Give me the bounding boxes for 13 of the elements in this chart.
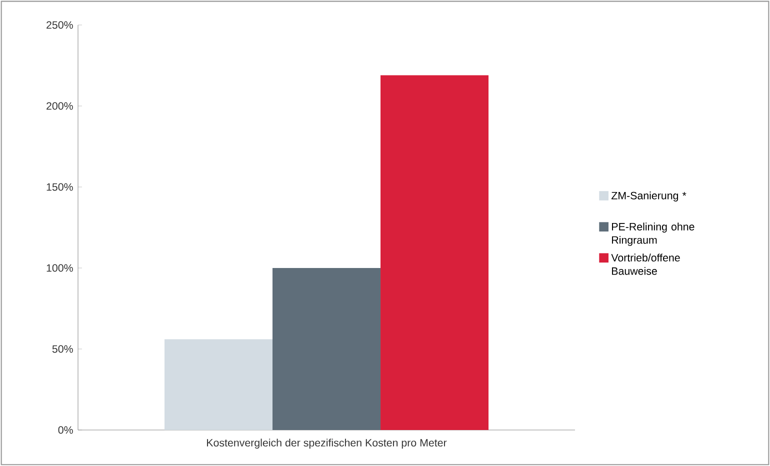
bar: [380, 75, 489, 430]
x-tick-label: Kostenvergleich der spezifischen Kosten pro Meter: [207, 438, 447, 449]
legend-label: ZM-Sanierung *: [611, 192, 686, 202]
y-tick-label: 0%: [58, 426, 73, 434]
bar: [272, 268, 381, 430]
y-tick-label: 100%: [46, 264, 73, 272]
bar: [164, 339, 273, 430]
legend-label: Vortrieb/offene Bauweise: [611, 254, 680, 275]
y-tick-label: 150%: [46, 183, 73, 191]
y-tick-label: 50%: [52, 345, 73, 353]
y-tick-label: 200%: [46, 102, 73, 110]
y-tick-label: 250%: [46, 21, 73, 29]
legend-label: PE-Relining ohne Ringraum: [612, 222, 694, 246]
